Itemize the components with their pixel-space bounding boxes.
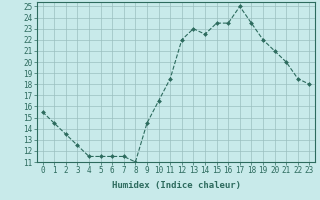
X-axis label: Humidex (Indice chaleur): Humidex (Indice chaleur) — [111, 181, 241, 190]
